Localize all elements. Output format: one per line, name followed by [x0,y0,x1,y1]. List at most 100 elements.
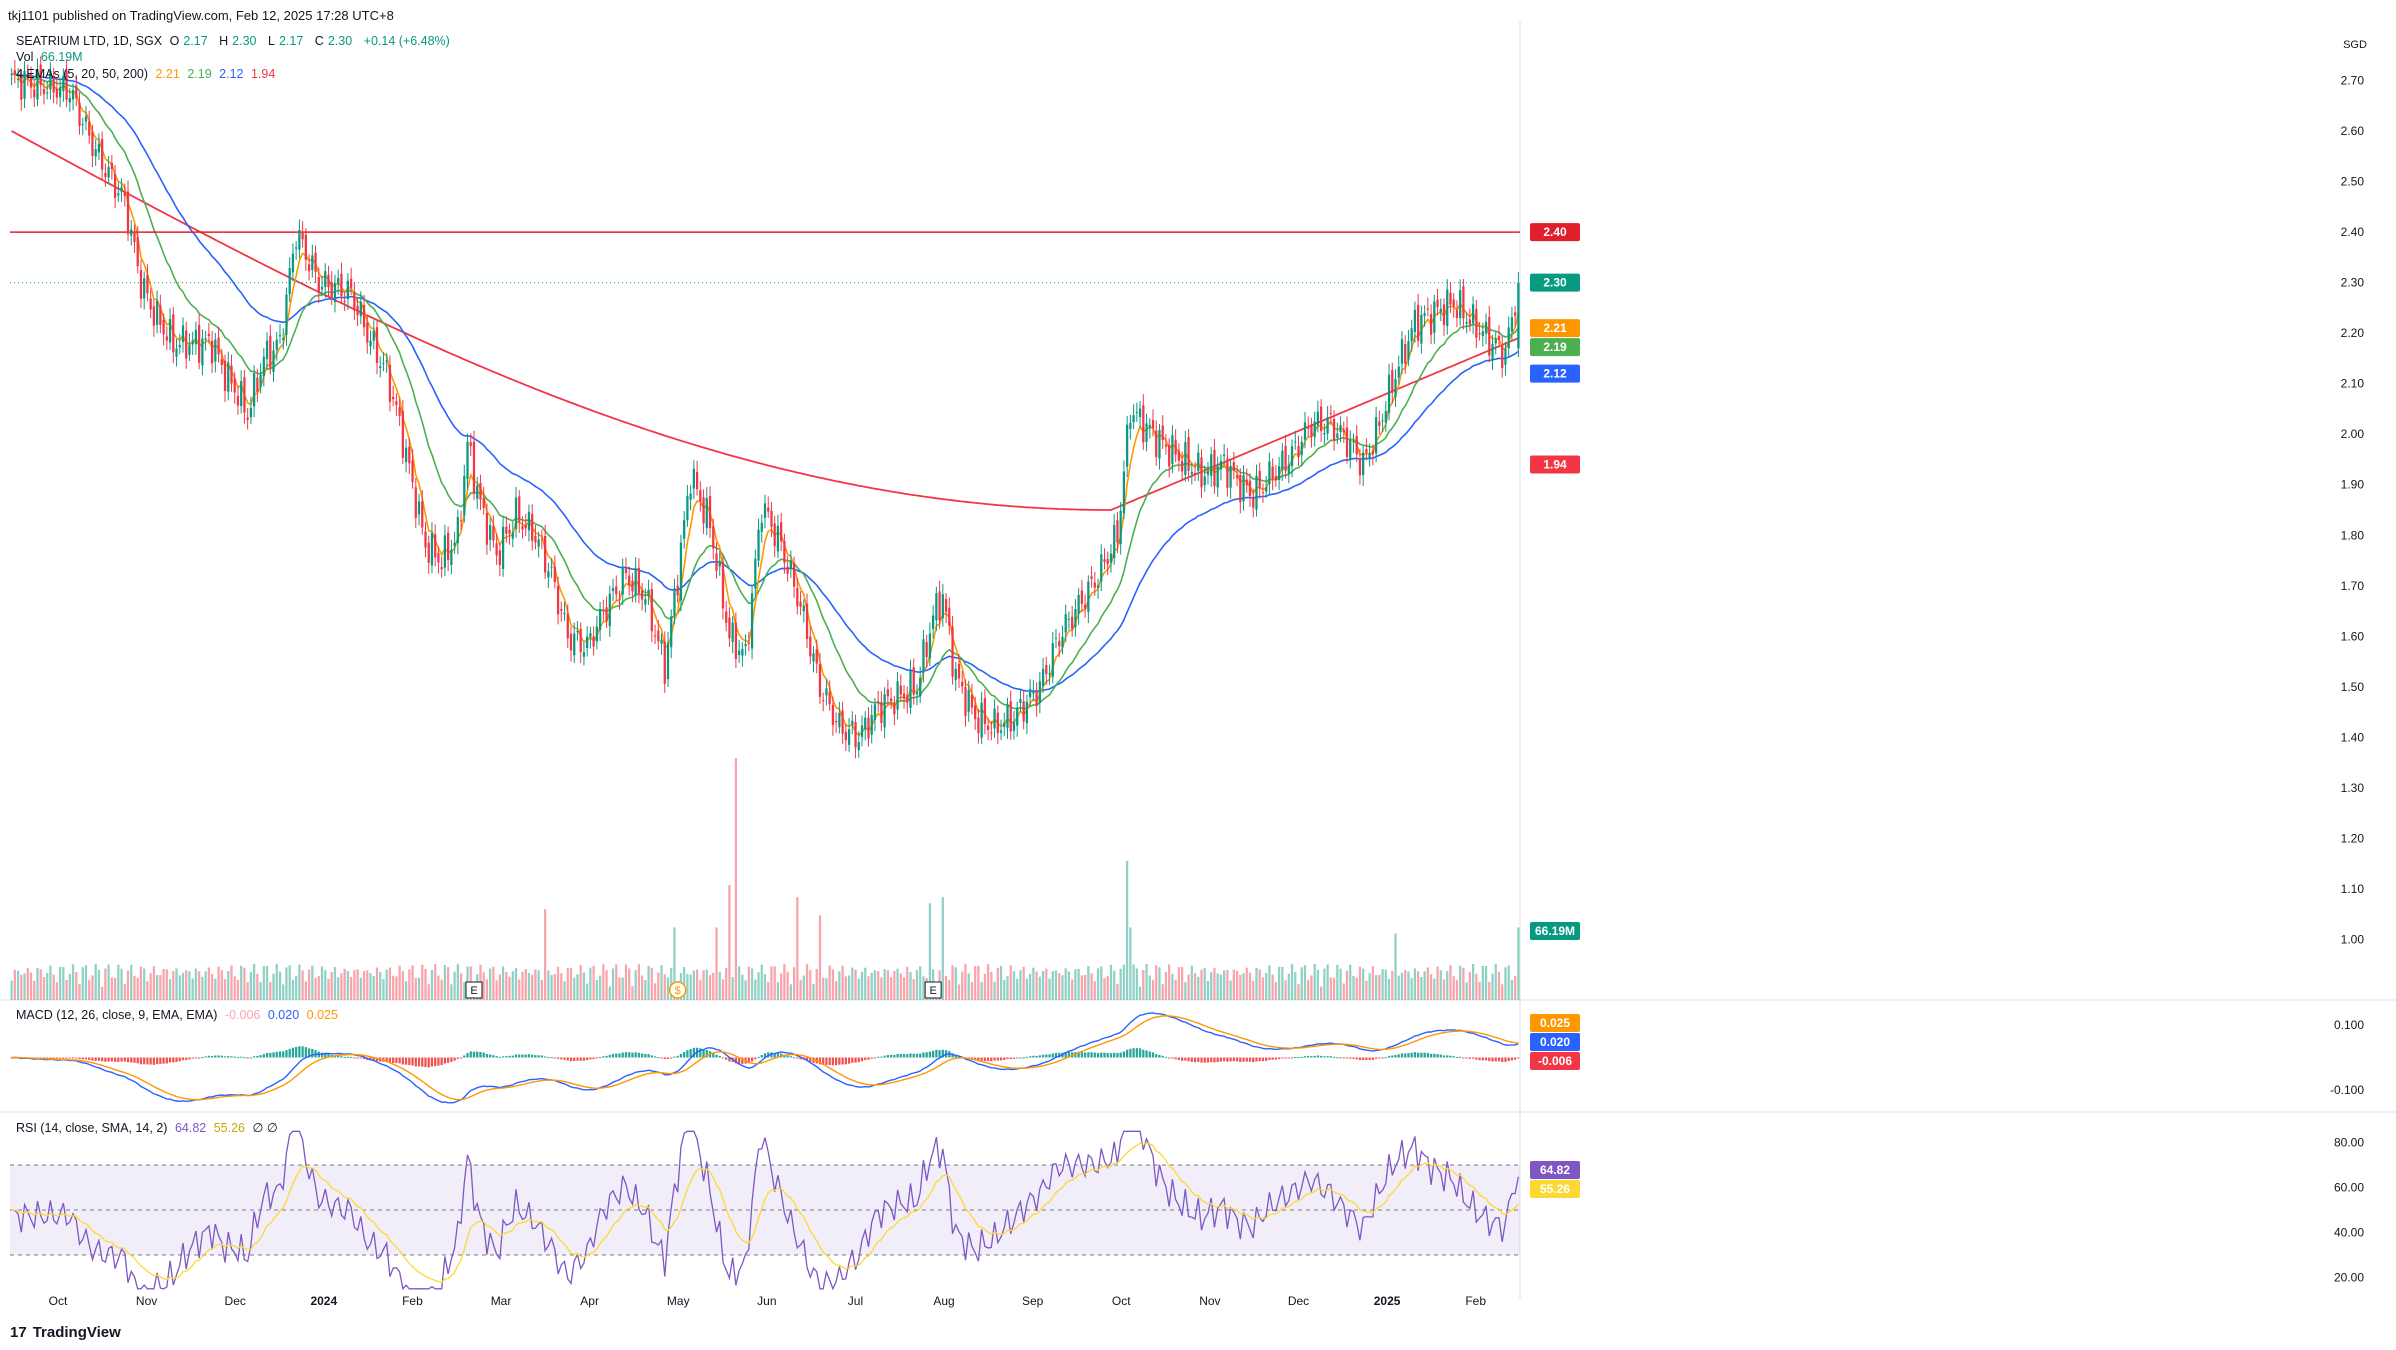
macd-hist-bar [52,1057,55,1059]
macd-hist-bar [1132,1048,1135,1058]
macd-hist-bar [246,1057,249,1059]
macd-hist-bar [831,1057,835,1066]
volume-bar [233,976,236,1000]
macd-hist-bar [265,1052,269,1058]
volume-bar [1404,970,1407,1000]
macd-hist-bar [126,1057,130,1063]
candle-body [375,327,379,364]
candle-body [110,162,113,169]
volume-bar [1229,980,1232,1000]
volume-bar [1087,966,1090,1000]
candle-body [501,526,505,570]
macd-hist-bar [1365,1057,1368,1061]
candle-body [647,589,650,596]
macd-hist-bar [1213,1057,1216,1063]
macd-hist-bar [421,1057,424,1067]
candle-body [379,366,382,369]
macd-hist-bar [996,1057,999,1061]
macd-hist-bar [505,1056,508,1058]
candle-body [1129,422,1132,429]
volume-bar [437,975,440,1000]
candle-body [1300,441,1303,456]
volume-bar [1320,986,1323,1000]
candle-body [1310,424,1313,437]
macd-hist-bar [974,1057,977,1061]
candle-body [311,255,314,270]
macd-hist-bar [217,1055,220,1058]
volume-bar [314,978,317,1000]
macd-hist-bar [236,1057,240,1059]
candle-body [902,693,906,699]
volume-bar [902,977,906,1000]
volume-bar [385,969,388,1000]
candle-body [120,187,123,192]
candle-body [337,277,340,285]
volume-bar [605,970,608,1000]
macd-hist-bar [501,1056,505,1058]
candle-body [1252,497,1255,508]
rsi-ma-line [11,1142,1519,1284]
candle-body [333,283,337,302]
candle-body [236,396,240,406]
candle-body [330,282,333,299]
macd-hist-bar [1019,1057,1022,1059]
candle-body [453,542,456,546]
candle-body [304,234,307,260]
volume-bar [1268,965,1271,1000]
candle-body [191,340,194,345]
macd-hist-bar [1190,1057,1193,1062]
macd-hist-bar [282,1051,285,1058]
candle-body [94,149,97,157]
volume-bar [285,967,288,1000]
volume-bar [673,927,676,1000]
macd-hist-bar [240,1056,243,1058]
volume-bar [1245,967,1248,1000]
candle-body [1200,457,1203,488]
volume-bar [524,969,527,1000]
tradingview-logo[interactable]: 17 TradingView [10,1324,121,1341]
candle-body [113,173,117,198]
candle-body [1400,339,1404,364]
macd-hist-bar [1129,1048,1132,1058]
macd-hist-bar [586,1057,589,1061]
macd-hist-bar [715,1054,718,1058]
volume-bar [637,964,641,1000]
macd-hist-bar [870,1057,873,1059]
candle-body [10,74,13,76]
macd-hist-bar [886,1055,890,1058]
volume-bar [1096,968,1100,1000]
candle-body [68,97,71,103]
volume-bar [815,968,818,1000]
volume-bar [1032,967,1035,1000]
macd-hist-bar [818,1057,822,1065]
candle-body [126,191,130,235]
candle-body [1142,405,1145,443]
macd-line-value: 0.020 [267,1008,300,1022]
candle-body [414,487,417,518]
volume-bar [1339,968,1342,1000]
macd-hist-bar [1051,1053,1054,1058]
volume-bar [1197,976,1200,1000]
candle-body [770,510,773,527]
volume-bar [1368,973,1371,1000]
candle-body [1255,475,1258,510]
candle-body [97,144,101,153]
macd-hist-bar [146,1057,149,1065]
volume-bar [414,978,417,1000]
volume-bar [657,972,660,1000]
macd-hist-bar [598,1057,602,1059]
volume-bar [780,973,783,1000]
macd-hist-bar [159,1057,162,1064]
macd-hist-bar [1038,1055,1041,1058]
volume-bar [670,967,673,1000]
macd-hist-bar [1064,1052,1067,1058]
volume-bar [828,965,831,1000]
volume-bar [68,973,71,1000]
macd-hist-bar [857,1057,860,1063]
volume-bar [996,967,999,1000]
candle-body [899,685,902,695]
volume-bar [708,975,712,1000]
macd-hist-bar [932,1050,935,1058]
volume-bar [1329,977,1332,1000]
